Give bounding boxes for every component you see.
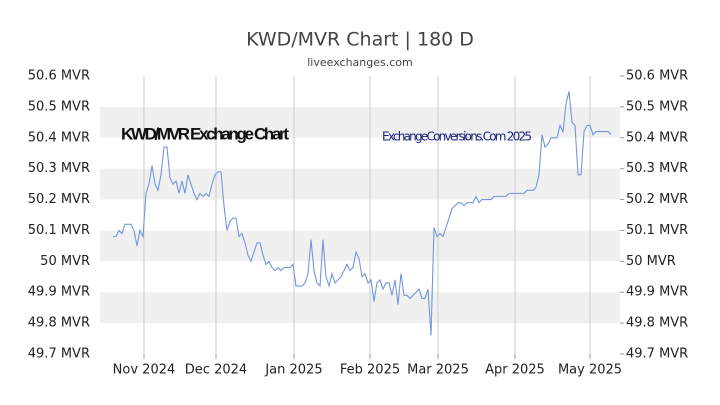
grid-band	[100, 106, 620, 138]
annotation: KWD/MVR Exchange Chart	[121, 124, 289, 143]
y-tick-label-right: 50.4 MVR	[626, 130, 688, 145]
y-tick-label-right: 49.9 MVR	[626, 285, 688, 300]
grid-band	[100, 168, 620, 200]
x-tick-label: May 2025	[558, 363, 622, 378]
y-tick-label: 50.4 MVR	[28, 130, 90, 145]
y-tick-label: 50.3 MVR	[28, 161, 90, 176]
y-tick-label: 50 MVR	[40, 254, 90, 269]
x-tick-label: Mar 2025	[407, 363, 469, 378]
annotation: ExchangeConversions.Com 2025	[382, 130, 532, 144]
chart-title: KWD/MVR Chart | 180 D	[246, 29, 474, 51]
x-tick-label: Nov 2024	[113, 363, 176, 378]
y-tick-label-right: 49.8 MVR	[626, 316, 688, 331]
y-tick-label: 49.8 MVR	[28, 316, 90, 331]
plot-area: 49.7 MVR 49.7 MVR 49.8 MVR 49.8 MVR 49.9 MVR…	[28, 69, 688, 378]
grid-band	[100, 230, 620, 262]
y-tick-label-right: 50.3 MVR	[626, 161, 688, 176]
y-tick-label-right: 50.6 MVR	[626, 69, 688, 84]
x-tick-label: Feb 2025	[340, 363, 400, 378]
y-tick-label: 50.6 MVR	[28, 69, 90, 84]
y-tick-label: 49.7 MVR	[28, 347, 90, 362]
y-tick-label: 50.1 MVR	[28, 223, 90, 238]
y-tick-label-right: 49.7 MVR	[626, 347, 688, 362]
y-tick-label: 49.9 MVR	[28, 285, 90, 300]
y-tick-label: 50.2 MVR	[28, 192, 90, 207]
chart-subtitle: liveexchanges.com	[307, 56, 412, 69]
grid-band	[100, 292, 620, 324]
y-tick-label-right: 50.2 MVR	[626, 192, 688, 207]
series-line	[112, 91, 612, 336]
x-tick-label: Jan 2025	[264, 363, 322, 378]
y-tick-label-right: 50 MVR	[626, 254, 676, 269]
y-tick-label-right: 50.1 MVR	[626, 223, 688, 238]
x-tick-label: Apr 2025	[485, 363, 545, 378]
y-tick-label: 50.5 MVR	[28, 99, 90, 114]
x-tick-label: Dec 2024	[185, 363, 247, 378]
y-tick-label-right: 50.5 MVR	[626, 99, 688, 114]
